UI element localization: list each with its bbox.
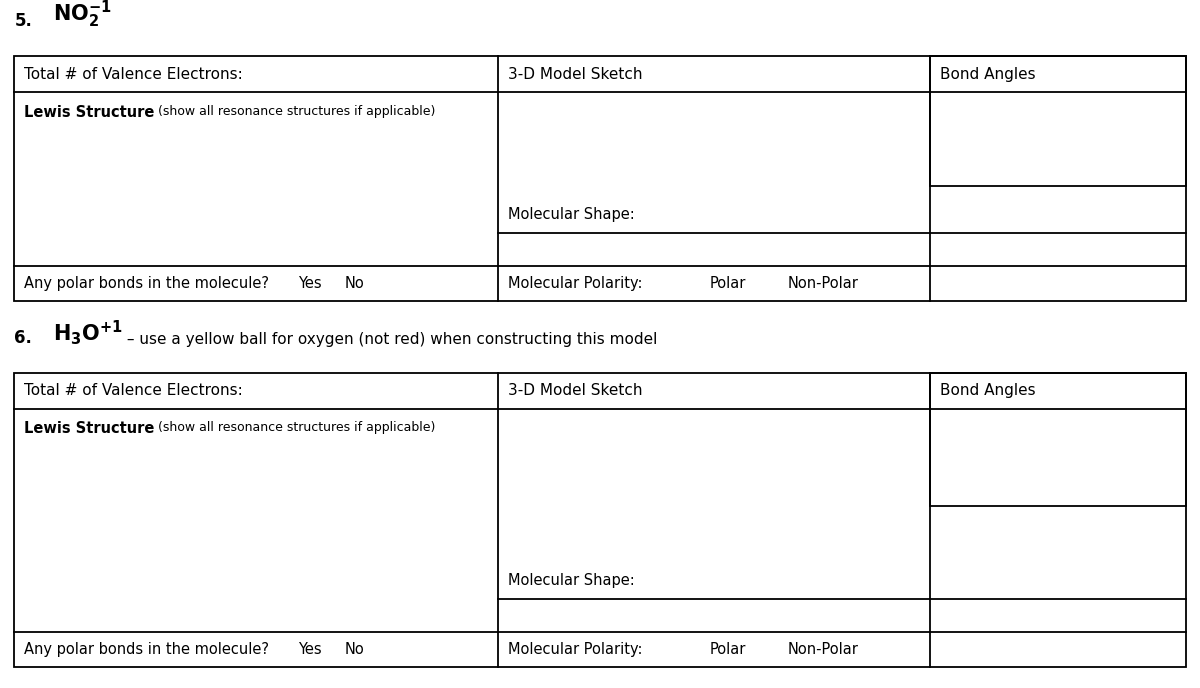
Text: (show all resonance structures if applicable): (show all resonance structures if applic… bbox=[154, 105, 434, 118]
Text: 3-D Model Sketch: 3-D Model Sketch bbox=[508, 383, 642, 398]
Text: 5.: 5. bbox=[14, 12, 32, 30]
Text: Any polar bonds in the molecule?: Any polar bonds in the molecule? bbox=[24, 276, 269, 291]
Text: (show all resonance structures if applicable): (show all resonance structures if applic… bbox=[154, 421, 434, 434]
Text: Lewis Structure: Lewis Structure bbox=[24, 421, 155, 436]
Text: Non-Polar: Non-Polar bbox=[787, 642, 858, 657]
Text: Polar: Polar bbox=[709, 642, 745, 657]
Text: Yes: Yes bbox=[298, 276, 322, 291]
Text: Yes: Yes bbox=[298, 642, 322, 657]
Text: Lewis Structure: Lewis Structure bbox=[24, 105, 155, 120]
Text: Total # of Valence Electrons:: Total # of Valence Electrons: bbox=[24, 383, 242, 398]
Text: Molecular Polarity:: Molecular Polarity: bbox=[508, 276, 642, 291]
Bar bbox=[14, 56, 1186, 301]
Text: Bond Angles: Bond Angles bbox=[940, 67, 1036, 82]
Bar bbox=[14, 373, 1186, 667]
Bar bbox=[930, 56, 1186, 186]
Text: $\bf{H_3O^{+1}}$: $\bf{H_3O^{+1}}$ bbox=[53, 319, 122, 347]
Text: Polar: Polar bbox=[709, 276, 745, 291]
Bar bbox=[930, 373, 1186, 506]
Text: Any polar bonds in the molecule?: Any polar bonds in the molecule? bbox=[24, 642, 269, 657]
Text: – use a yellow ball for oxygen (not red) when constructing this model: – use a yellow ball for oxygen (not red)… bbox=[122, 332, 658, 347]
Text: Total # of Valence Electrons:: Total # of Valence Electrons: bbox=[24, 67, 242, 82]
Text: Molecular Polarity:: Molecular Polarity: bbox=[508, 642, 642, 657]
Text: Non-Polar: Non-Polar bbox=[787, 276, 858, 291]
Text: Molecular Shape:: Molecular Shape: bbox=[508, 573, 635, 588]
Text: $\bf{NO_2^{-1}}$: $\bf{NO_2^{-1}}$ bbox=[53, 0, 112, 30]
Text: Molecular Shape:: Molecular Shape: bbox=[508, 207, 635, 222]
Text: No: No bbox=[344, 276, 364, 291]
Text: 6.: 6. bbox=[14, 330, 32, 347]
Text: No: No bbox=[344, 642, 364, 657]
Text: Bond Angles: Bond Angles bbox=[940, 383, 1036, 398]
Text: 3-D Model Sketch: 3-D Model Sketch bbox=[508, 67, 642, 82]
